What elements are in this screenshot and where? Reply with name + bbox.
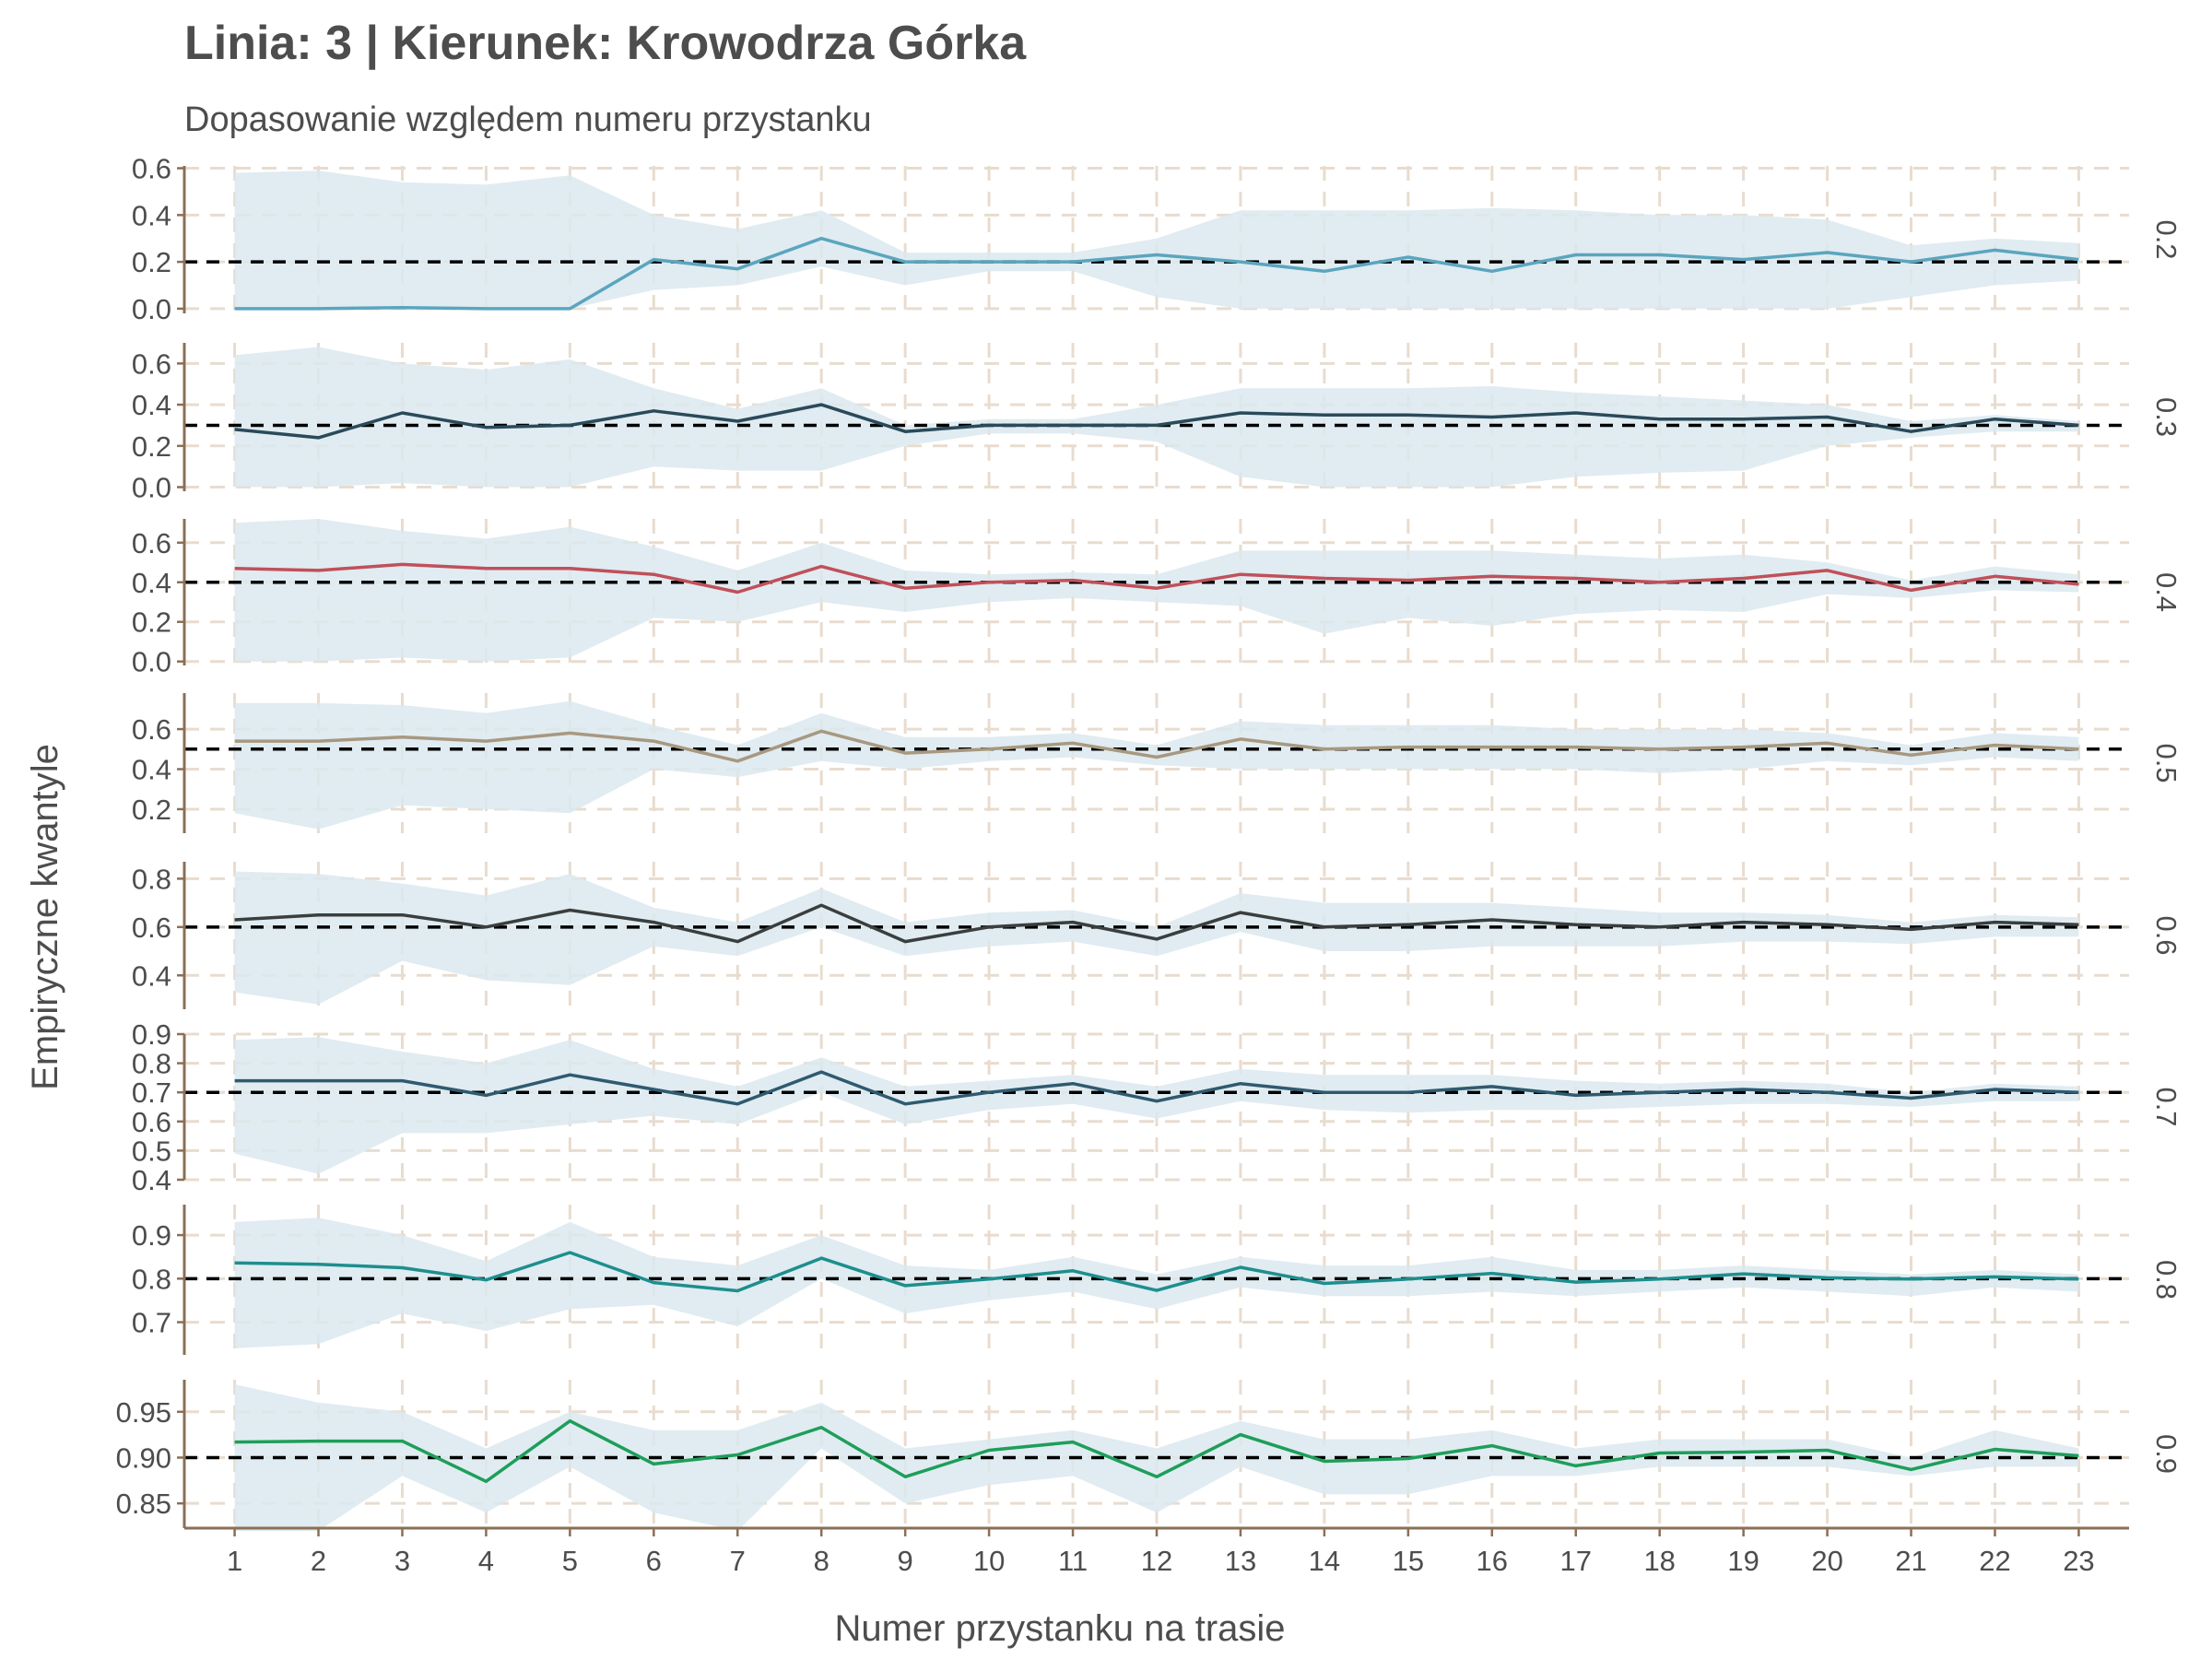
panel-0.3: 0.0 0.2 0.4 0.6 0.3 — [132, 343, 2183, 504]
x-tick-label: 2 — [311, 1545, 326, 1577]
y-tick-label: 0.8 — [132, 1048, 171, 1080]
y-tick-label: 0.6 — [132, 347, 171, 380]
y-tick-label: 0.4 — [132, 754, 171, 786]
y-tick-label: 0.95 — [116, 1396, 171, 1429]
y-tick-label: 0.85 — [116, 1488, 171, 1520]
x-axis: 1 2 3 4 5 6 7 8 9 10 11 12 13 14 15 16 17 18 19 20 21 22 23 — [184, 1526, 2129, 1577]
y-tick-label: 0.2 — [132, 430, 171, 463]
x-axis-title: Numer przystanku na trasie — [834, 1608, 1285, 1649]
x-tick-label: 10 — [973, 1545, 1005, 1577]
x-tick-label: 22 — [1979, 1545, 2010, 1577]
x-tick-label: 19 — [1727, 1545, 1759, 1577]
y-tick-label: 0.6 — [132, 713, 171, 746]
panel-strip-label: 0.8 — [2150, 1260, 2183, 1300]
y-tick-label: 0.8 — [132, 1263, 171, 1295]
x-tick-label: 7 — [730, 1545, 746, 1577]
series-line-0.5 — [234, 729, 2079, 763]
y-tick-label: 0.4 — [132, 567, 171, 599]
band-0.9 — [234, 1384, 2079, 1531]
x-tick-label: 3 — [394, 1545, 410, 1577]
y-tick-label: 0.9 — [132, 1018, 171, 1051]
chart-subtitle: Dopasowanie względem numeru przystanku — [184, 100, 872, 139]
y-tick-label: 0.8 — [132, 863, 171, 895]
series-line-0.7 — [234, 1070, 2079, 1106]
y-tick-label: 0.7 — [132, 1077, 171, 1109]
panel-strip-label: 0.4 — [2150, 572, 2183, 612]
x-tick-label: 23 — [2063, 1545, 2094, 1577]
x-tick-label: 13 — [1225, 1545, 1256, 1577]
x-tick-label: 17 — [1559, 1545, 1591, 1577]
y-tick-label: 0.2 — [132, 246, 171, 278]
x-tick-label: 16 — [1477, 1545, 1508, 1577]
y-tick-label: 0.2 — [132, 794, 171, 826]
y-tick-label: 0.4 — [132, 199, 171, 231]
x-tick-label: 6 — [646, 1545, 662, 1577]
series-line-0.6 — [234, 903, 2079, 944]
y-tick-label: 0.4 — [132, 1164, 171, 1196]
x-tick-label: 12 — [1141, 1545, 1172, 1577]
band-0.4 — [234, 519, 2079, 662]
band-0.2 — [234, 171, 2079, 309]
y-tick-label: 0.6 — [132, 912, 171, 944]
x-tick-label: 15 — [1393, 1545, 1424, 1577]
band-0.7 — [234, 1037, 2079, 1174]
y-tick-label: 0.4 — [132, 389, 171, 421]
panel-strip-label: 0.5 — [2150, 743, 2183, 782]
y-tick-label: 0.4 — [132, 959, 171, 992]
x-tick-label: 8 — [814, 1545, 830, 1577]
chart-title: Linia: 3 | Kierunek: Krowodrza Górka — [184, 17, 1027, 70]
panel-strip-label: 0.3 — [2150, 397, 2183, 437]
x-tick-label: 11 — [1058, 1545, 1088, 1577]
x-tick-label: 21 — [1895, 1545, 1926, 1577]
series-line-0.9 — [234, 1418, 2079, 1484]
band-0.3 — [234, 347, 2079, 488]
x-tick-label: 5 — [562, 1545, 578, 1577]
panel-0.8: 0.7 0.8 0.9 0.8 — [132, 1205, 2183, 1355]
series-line-0.8 — [234, 1251, 2079, 1293]
y-tick-label: 0.6 — [132, 153, 171, 185]
panel-strip-label: 0.6 — [2150, 915, 2183, 955]
panel-strip-label: 0.7 — [2150, 1087, 2183, 1126]
series-line-0.3 — [234, 403, 2079, 440]
panel-strip-label: 0.9 — [2150, 1434, 2183, 1474]
y-tick-label: 0.9 — [132, 1219, 171, 1252]
y-tick-label: 0.6 — [132, 1106, 171, 1138]
panel-0.5: 0.2 0.4 0.6 0.5 — [132, 693, 2183, 833]
y-tick-label: 0.6 — [132, 527, 171, 559]
panel-0.7: 0.40.50.60.70.80.90.7 — [132, 1018, 2183, 1196]
y-tick-label: 0.5 — [132, 1135, 171, 1167]
y-tick-label: 0.7 — [132, 1307, 171, 1339]
band-0.5 — [234, 700, 2079, 830]
series-line-0.2 — [234, 236, 2079, 311]
x-tick-label: 14 — [1309, 1545, 1340, 1577]
y-axis-title: Empiryczne kwantyle — [25, 744, 65, 1090]
y-tick-label: 0.90 — [116, 1441, 171, 1474]
panels: 0.00.20.40.60.20.00.20.40.60.30.00.20.40… — [116, 153, 2183, 1531]
y-tick-label: 0.0 — [132, 472, 171, 504]
y-tick-label: 0.2 — [132, 606, 171, 639]
x-tick-label: 20 — [1811, 1545, 1842, 1577]
panel-0.9: 0.85 0.90 0.95 0.9 — [116, 1380, 2183, 1531]
y-tick-label: 0.0 — [132, 293, 171, 325]
panel-0.4: 0.0 0.2 0.4 0.6 0.4 — [132, 519, 2183, 678]
x-tick-label: 4 — [478, 1545, 494, 1577]
x-tick-label: 9 — [898, 1545, 913, 1577]
panel-strip-label: 0.2 — [2150, 219, 2183, 259]
y-tick-label: 0.0 — [132, 646, 171, 678]
x-tick-label: 1 — [227, 1545, 242, 1577]
band-0.8 — [234, 1218, 2079, 1348]
series-line-0.4 — [234, 562, 2079, 594]
panel-0.6: 0.4 0.6 0.8 0.6 — [132, 862, 2183, 1009]
panel-0.2: 0.0 0.2 0.4 0.6 0.2 — [132, 153, 2183, 325]
x-tick-label: 18 — [1643, 1545, 1675, 1577]
